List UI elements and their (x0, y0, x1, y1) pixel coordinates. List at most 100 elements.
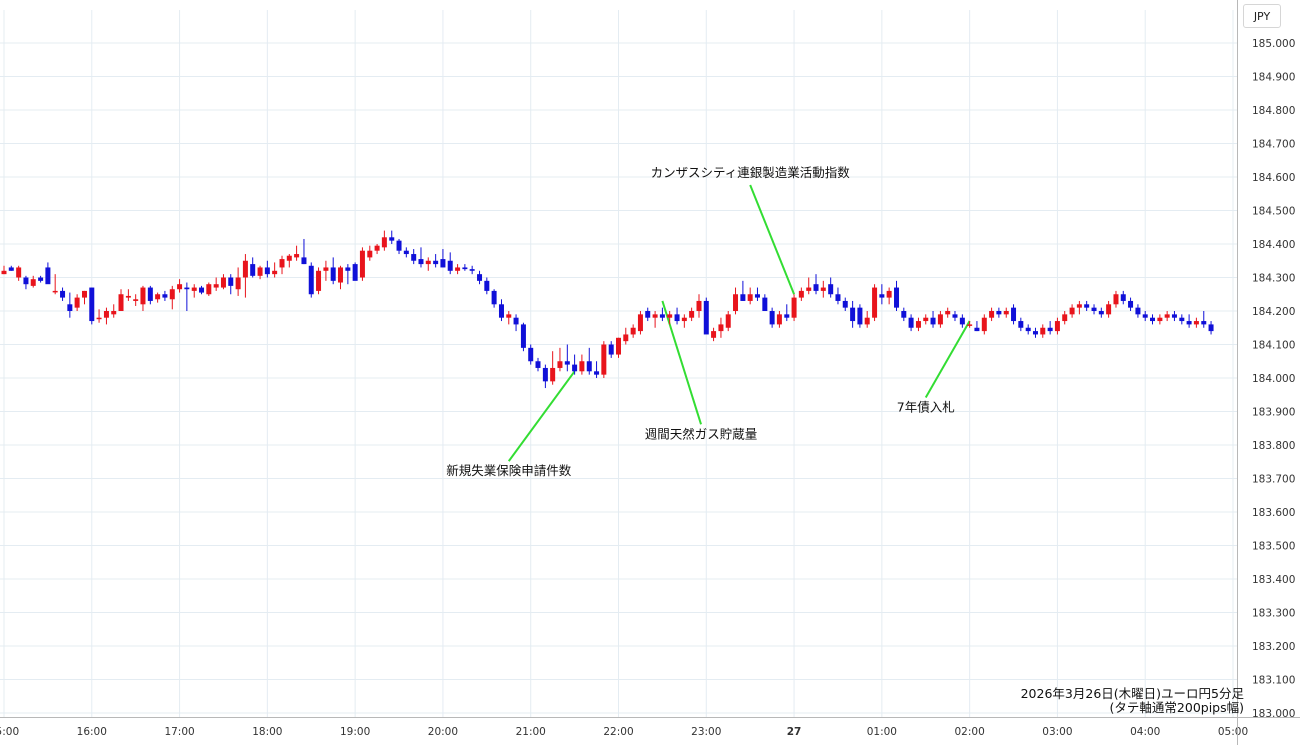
candle-body (1054, 321, 1060, 332)
annotation-label: 7年債入札 (897, 400, 955, 415)
y-tick-label: 184.600 (1252, 172, 1295, 184)
candle-body (257, 267, 263, 276)
candle-body (23, 277, 29, 285)
candle-body (681, 317, 687, 322)
candle-body (835, 294, 841, 301)
candle-body (477, 274, 483, 281)
y-tick-label: 184.800 (1252, 105, 1295, 117)
x-tick-label: 21:00 (516, 726, 546, 738)
candle-body (74, 297, 80, 308)
candle-body (1128, 300, 1134, 308)
y-tick-label: 183.700 (1252, 474, 1295, 486)
candle-body (1201, 321, 1207, 325)
candle-body (806, 287, 812, 291)
annotation-line (661, 300, 702, 425)
candle-body (791, 297, 797, 318)
y-tick-label: 185.000 (1252, 38, 1295, 50)
candle-body (608, 344, 614, 355)
candle-body (630, 327, 636, 335)
currency-selector-button[interactable]: JPY (1243, 4, 1281, 28)
candle-body (784, 314, 790, 318)
candle-body (118, 294, 124, 311)
candle-body (1076, 304, 1082, 308)
candle-body (1208, 324, 1214, 332)
x-tick-label: 20:00 (428, 726, 458, 738)
candle-body (930, 317, 936, 325)
candle-body (184, 287, 190, 290)
candle-body (623, 334, 629, 342)
candle-body (820, 287, 826, 291)
y-tick-label: 183.900 (1252, 407, 1295, 419)
candle-body (996, 311, 1002, 315)
candle-body (125, 295, 131, 298)
candle-body (491, 290, 497, 305)
candle-body (411, 254, 417, 261)
candle-body (45, 267, 51, 285)
grid-lines (0, 10, 1237, 717)
candle-body (81, 290, 87, 298)
candle-body (1164, 314, 1170, 318)
candle-body (572, 364, 578, 372)
x-tick-label: 23:00 (691, 726, 721, 738)
candle-body (396, 240, 402, 251)
annotation-label: 新規失業保険申請件数 (446, 463, 572, 478)
y-tick-label: 184.200 (1252, 306, 1295, 318)
candle-body (1193, 321, 1199, 325)
candle-body (718, 324, 724, 332)
candle-body (440, 259, 446, 268)
candle-body (989, 311, 995, 318)
candle-body (1113, 294, 1119, 305)
candle-body (594, 371, 600, 375)
candle-body (1150, 317, 1156, 322)
candle-body (250, 264, 256, 276)
candle-body (894, 287, 900, 308)
candle-body (667, 314, 673, 318)
candle-body (1171, 314, 1177, 318)
candle-body (1179, 317, 1185, 322)
x-tick-label: 05:00 (1218, 726, 1248, 738)
candle-body (689, 311, 695, 318)
candle-body (703, 300, 709, 335)
candle-body (901, 311, 907, 318)
candle-body (199, 287, 205, 293)
candle-body (433, 260, 439, 265)
candle-body (374, 245, 380, 251)
candle-body (915, 321, 921, 328)
candle-body (418, 259, 424, 265)
candle-body (769, 311, 775, 325)
candle-body (908, 317, 914, 328)
y-tick-label: 184.300 (1252, 273, 1295, 285)
candle-body (389, 237, 395, 241)
candle-body (733, 294, 739, 311)
y-tick-label: 183.600 (1252, 507, 1295, 519)
candle-body (945, 311, 951, 315)
candle-body (776, 314, 782, 325)
annotation-labels: 新規失業保険申請件数 週間天然ガス貯蔵量 カンザスシティ連銀製造業活動指数 7年債入札 (446, 165, 954, 478)
candle-body (813, 284, 819, 291)
candle-body (89, 287, 95, 322)
candle-body (308, 265, 314, 295)
candle-body (447, 260, 453, 271)
candle-body (133, 299, 139, 301)
candle-body (520, 324, 526, 348)
x-tick-label: 03:00 (1042, 726, 1072, 738)
candle-body (316, 270, 322, 291)
candle-body (828, 284, 834, 295)
y-tick-label: 184.100 (1252, 340, 1295, 352)
candle-body (242, 260, 248, 278)
candle-body (513, 317, 519, 325)
candle-body (52, 290, 58, 293)
candle-body (1025, 327, 1031, 332)
x-tick-label: 18:00 (252, 726, 282, 738)
candle-body (359, 250, 365, 278)
y-tick-label: 183.300 (1252, 608, 1295, 620)
candle-body (564, 361, 570, 365)
candle-body (645, 311, 651, 318)
candle-body (725, 314, 731, 328)
candle-body (352, 264, 358, 281)
candle-body (974, 327, 980, 332)
candle-body (177, 284, 183, 290)
candle-body (601, 344, 607, 375)
x-tick-label: 15:00 (0, 726, 19, 738)
